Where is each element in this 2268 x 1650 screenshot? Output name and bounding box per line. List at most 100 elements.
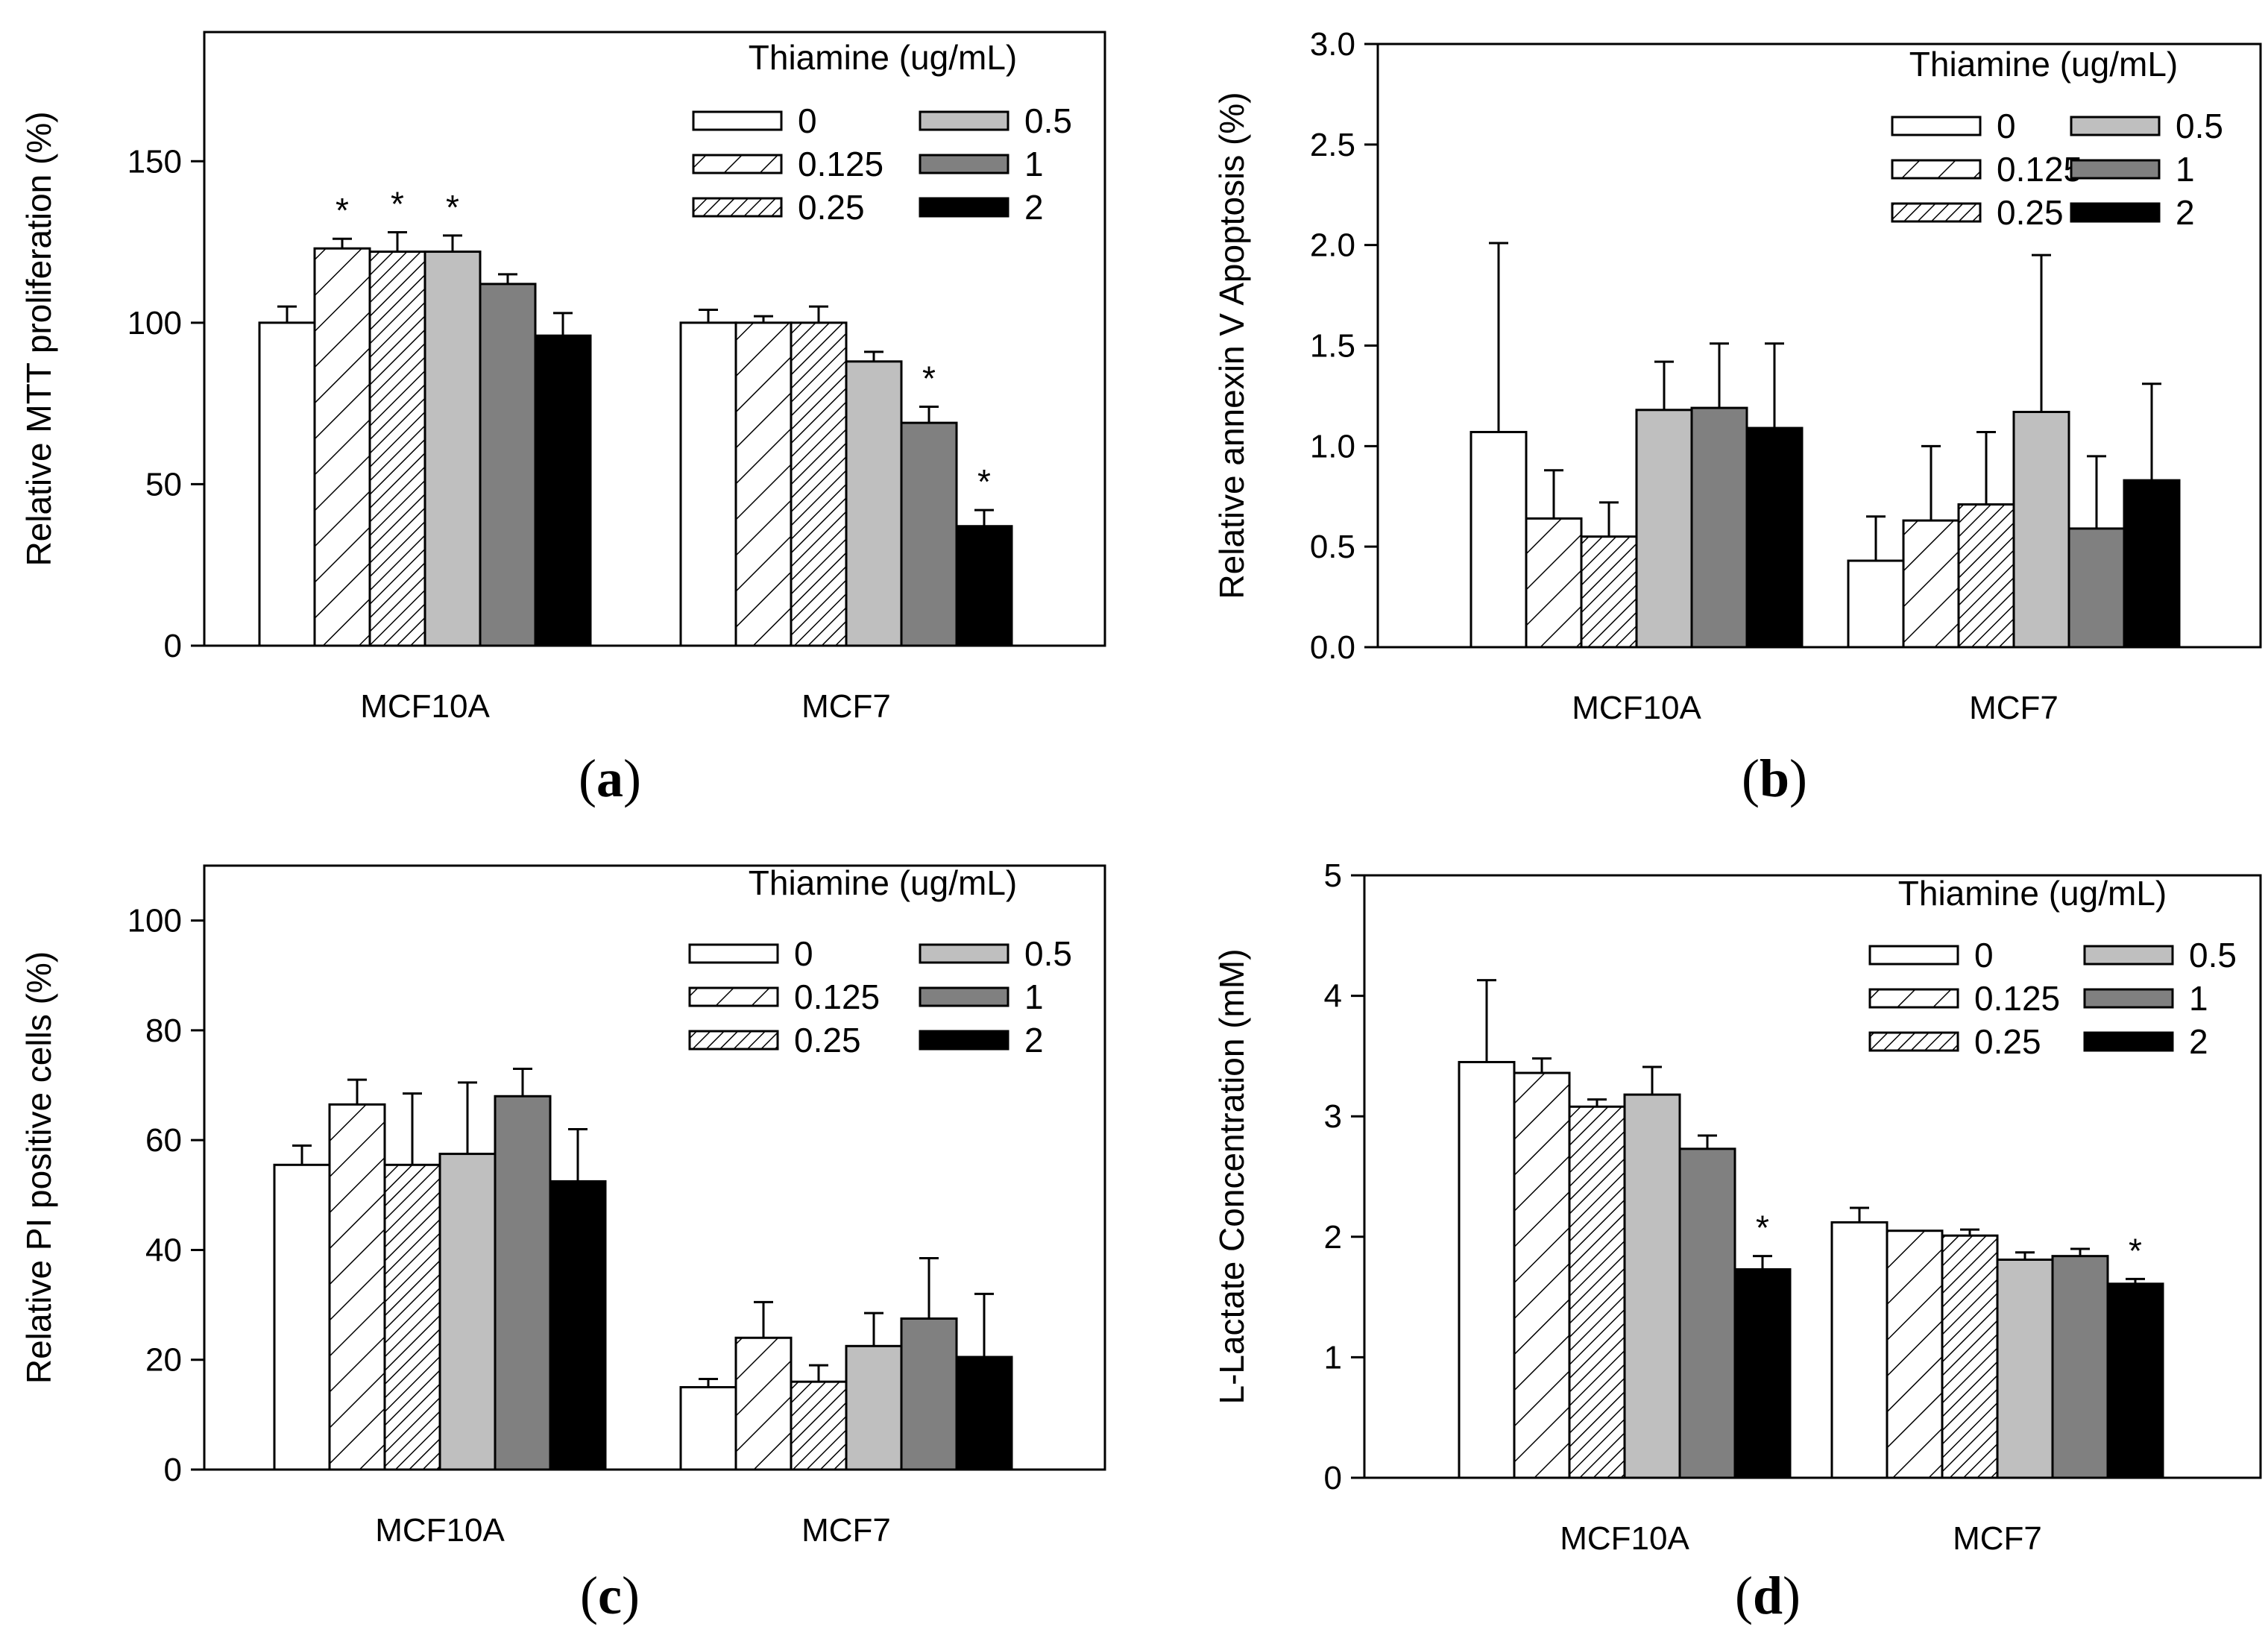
legend-entry-label: 0.25 [1974,1022,2041,1061]
bar [1902,519,1960,649]
plot-frame [203,864,1106,1471]
legend-entry-label: 0.125 [798,145,883,183]
y-tick-label: 1 [1324,1339,1342,1376]
legend-entry-label: 0 [798,101,817,140]
legend-title: Thiamine (ug/mL) [1909,45,2178,84]
legend-swatch [2070,202,2161,223]
bar [2123,479,2181,649]
bar [1568,1105,1626,1479]
significance-marker: * [391,185,404,224]
bar [679,1386,737,1471]
bar [900,1317,958,1471]
significance-marker: * [922,359,936,397]
legend-swatch [692,197,783,218]
y-tick-label: 0 [164,628,182,664]
bar [2106,1282,2164,1479]
bar [273,1163,331,1471]
bar [845,360,903,647]
legend-entry-label: 0.5 [1024,101,1072,140]
legend-swatch [2070,116,2161,136]
bar [258,321,316,647]
legend-swatch [1868,1031,1959,1052]
bar [383,1163,441,1471]
y-tick-label: 0 [1324,1460,1342,1496]
legend-swatch [692,154,783,174]
legend-swatch [688,943,779,964]
bar [438,1153,497,1471]
significance-marker: * [2129,1231,2142,1270]
legend-swatch [1891,116,1982,136]
legend-swatch [919,110,1009,131]
panel-d: 0 1 2 3 4 5 L-Lactate Concentration (mM) * MCF10… [1212,857,2262,1625]
panel-label: (a) [579,749,641,808]
legend-entry-label: 2 [2189,1022,2208,1061]
y-tick-label: 1.0 [1310,428,1355,465]
legend-swatch [2083,945,2174,966]
bar [1847,559,1905,649]
bar [1635,409,1693,649]
y-tick-label: 0 [164,1452,182,1488]
bar [1957,503,2015,649]
legend-entry-label: 0.25 [1997,193,2064,232]
group-label: MCF10A [1572,690,1701,726]
legend-entry-label: 2 [1024,188,1044,227]
bar [479,283,537,647]
legend: Thiamine (ug/mL) 0 0.125 0.25 0.5 1 2 [1891,45,2223,232]
group-label: MCF7 [1969,690,2058,726]
legend-entry-label: 0.125 [1997,150,2082,189]
panel-label: (c) [580,1566,640,1625]
panel-label: (d) [1735,1566,1801,1625]
y-tick-label: 2.0 [1310,227,1355,264]
y-tick-label: 100 [127,903,182,939]
legend-entry-label: 1 [1024,977,1044,1016]
legend-entry-label: 1 [2189,979,2208,1018]
legend-entry-label: 0.125 [1974,979,2060,1018]
bar [423,251,482,647]
bar [368,251,426,647]
y-tick-label: 150 [127,143,182,180]
legend-swatch [919,986,1009,1007]
legend-swatch [919,154,1009,174]
significance-marker: * [1756,1209,1769,1247]
panel-b: 0.0 0.5 1.0 1.5 2.0 2.5 3.0 Relative annexin V … [1212,26,2262,808]
bar [2051,1255,2109,1479]
y-tick-label: 40 [145,1232,182,1268]
bar [790,1380,848,1471]
legend-swatch [2070,159,2161,180]
y-axis-label: Relative PI positive cells (%) [19,951,58,1384]
bar [313,247,371,647]
bar [955,1355,1013,1471]
bar [1470,430,1528,649]
legend-swatch [1868,945,1959,966]
bar [2067,527,2126,649]
legend-entry-label: 0 [794,934,813,973]
legend: Thiamine (ug/mL) 0 0.125 0.25 0.5 1 2 [688,863,1072,1059]
legend-swatch [692,110,783,131]
y-tick-label: 100 [127,305,182,341]
legend-entry-label: 0.5 [2176,107,2223,145]
y-axis-label: L-Lactate Concentration (mM) [1212,948,1251,1404]
legend-entry-label: 0.5 [1024,934,1072,973]
bar [955,525,1013,647]
bar [1745,426,1804,649]
legend-swatch [1891,202,1982,223]
group-label: MCF10A [1560,1520,1689,1557]
significance-marker: * [446,188,459,227]
plot-frame [203,31,1106,647]
y-tick-label: 2 [1324,1219,1342,1256]
bar [679,321,737,647]
panel-a: 0 50 100 150 Relative MTT proliferation (%) *… [19,31,1106,808]
y-tick-label: 50 [145,466,182,503]
legend-entry-label: 1 [2176,150,2195,189]
group-label: MCF7 [801,688,891,725]
bar [1886,1229,1944,1479]
bar [1941,1234,1999,1479]
legend-entry-label: 0 [1997,107,2016,145]
bar [549,1180,607,1471]
legend-swatch [919,1030,1009,1051]
legend-entry-label: 0.5 [2189,936,2237,974]
legend-swatch [1891,159,1982,180]
group-label: MCF7 [1953,1520,2042,1557]
legend-title: Thiamine (ug/mL) [1898,874,2167,913]
y-tick-label: 5 [1324,857,1342,894]
